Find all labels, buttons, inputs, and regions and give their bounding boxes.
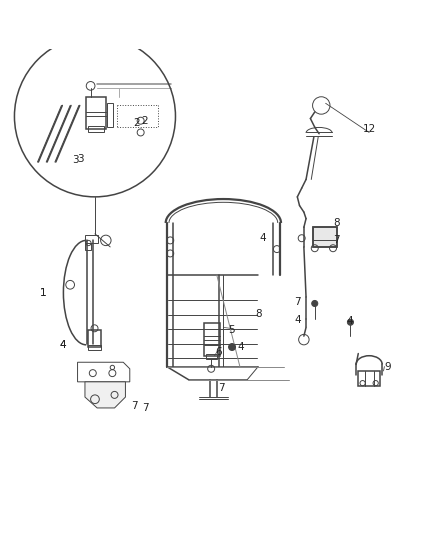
Circle shape xyxy=(312,301,318,306)
Text: 8: 8 xyxy=(255,309,261,319)
Text: 4: 4 xyxy=(237,342,244,352)
Text: 7: 7 xyxy=(131,401,138,411)
Text: 4: 4 xyxy=(59,340,66,350)
Text: 4: 4 xyxy=(346,316,353,326)
Bar xyxy=(206,354,217,359)
Text: 5: 5 xyxy=(228,325,234,335)
Text: 12: 12 xyxy=(363,124,376,134)
Text: 1: 1 xyxy=(39,288,46,297)
Text: 7: 7 xyxy=(333,236,340,245)
Polygon shape xyxy=(85,382,125,408)
Text: 4: 4 xyxy=(259,233,266,243)
Bar xyxy=(88,329,101,347)
Text: 4: 4 xyxy=(294,314,300,325)
Bar xyxy=(107,103,113,127)
Circle shape xyxy=(347,319,353,325)
Bar xyxy=(88,345,101,350)
Bar xyxy=(313,228,336,247)
Bar xyxy=(88,126,104,132)
Text: 3: 3 xyxy=(77,154,84,164)
Text: 3: 3 xyxy=(72,155,79,165)
Bar xyxy=(85,235,99,243)
Bar xyxy=(204,323,220,356)
Bar xyxy=(86,97,106,130)
Text: 2: 2 xyxy=(142,116,148,126)
Text: 6: 6 xyxy=(215,347,223,357)
Text: 8: 8 xyxy=(333,218,340,228)
Text: 9: 9 xyxy=(385,361,391,372)
Text: 7: 7 xyxy=(218,383,225,393)
Text: 4: 4 xyxy=(59,340,66,350)
Bar xyxy=(358,371,380,386)
Bar xyxy=(85,243,91,250)
Bar xyxy=(313,228,336,247)
Text: 7: 7 xyxy=(294,297,300,307)
Text: 7: 7 xyxy=(142,403,148,413)
Text: 2: 2 xyxy=(133,118,140,128)
Circle shape xyxy=(229,344,236,351)
Text: 1: 1 xyxy=(39,288,46,297)
